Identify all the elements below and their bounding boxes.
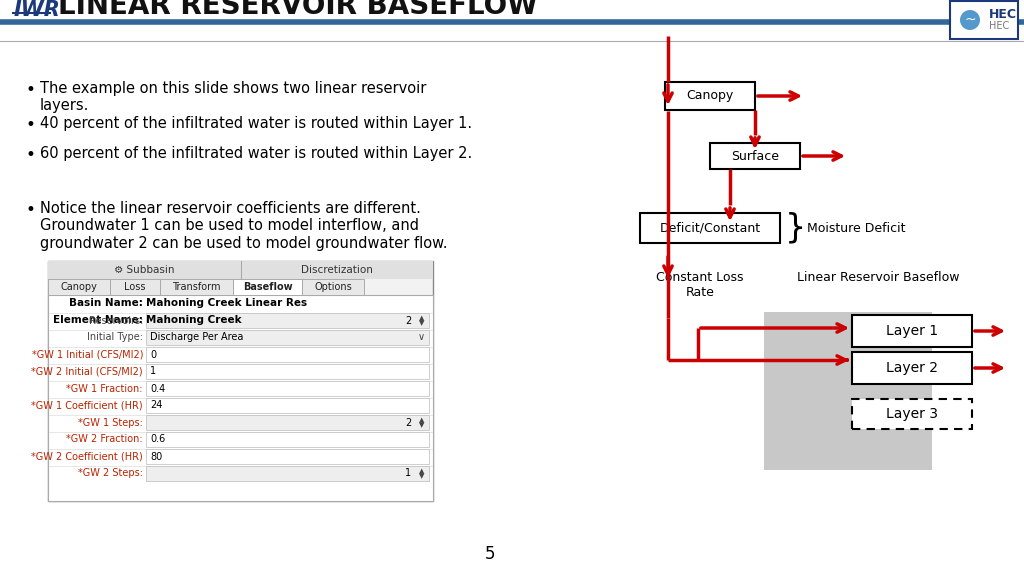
- Text: ∨: ∨: [418, 332, 425, 343]
- Text: ~: ~: [965, 13, 976, 27]
- Text: Baseflow: Baseflow: [243, 282, 292, 292]
- Text: }: }: [785, 211, 806, 244]
- Bar: [640, 213, 780, 243]
- Text: 2: 2: [404, 316, 411, 325]
- Circle shape: [961, 10, 980, 30]
- Text: ▲: ▲: [419, 417, 425, 423]
- Text: ▼: ▼: [419, 320, 425, 326]
- Bar: [146, 381, 429, 396]
- Text: Reservoirs:: Reservoirs:: [89, 316, 143, 325]
- Text: *GW 2 Initial (CFS/MI2): *GW 2 Initial (CFS/MI2): [32, 366, 143, 377]
- Text: 0: 0: [150, 350, 156, 359]
- Text: 5: 5: [484, 545, 496, 563]
- Text: Mahoning Creek: Mahoning Creek: [146, 315, 242, 325]
- Text: Linear Reservoir Baseflow: Linear Reservoir Baseflow: [797, 271, 959, 284]
- Text: •: •: [25, 146, 35, 164]
- Text: •: •: [25, 116, 35, 134]
- Text: 1: 1: [150, 366, 156, 377]
- Bar: [48, 279, 110, 295]
- Bar: [146, 347, 429, 362]
- Bar: [232, 279, 302, 295]
- Text: 1: 1: [404, 468, 411, 479]
- Text: 0.4: 0.4: [150, 384, 165, 393]
- Bar: [302, 279, 364, 295]
- Text: Element Name:: Element Name:: [53, 315, 143, 325]
- Text: Layer 1: Layer 1: [886, 324, 938, 338]
- Text: Canopy: Canopy: [686, 89, 733, 103]
- Text: 2: 2: [404, 418, 411, 427]
- Text: *GW 2 Coefficient (HR): *GW 2 Coefficient (HR): [32, 452, 143, 461]
- Bar: [160, 279, 232, 295]
- Text: ▲: ▲: [419, 315, 425, 321]
- Bar: [764, 312, 932, 470]
- Bar: [110, 279, 160, 295]
- Bar: [852, 352, 972, 384]
- Text: Canopy: Canopy: [60, 282, 97, 292]
- Text: Mahoning Creek Linear Res: Mahoning Creek Linear Res: [146, 298, 307, 308]
- Bar: [146, 398, 429, 413]
- Text: Transform: Transform: [172, 282, 220, 292]
- Text: ▼: ▼: [419, 473, 425, 479]
- Text: •: •: [25, 201, 35, 219]
- Bar: [710, 143, 800, 169]
- Text: Loss: Loss: [124, 282, 145, 292]
- Text: ▲: ▲: [419, 468, 425, 474]
- Bar: [950, 1, 1018, 39]
- Bar: [48, 261, 433, 501]
- Bar: [146, 449, 429, 464]
- Bar: [852, 399, 972, 429]
- Text: HEC: HEC: [989, 9, 1017, 21]
- Bar: [146, 313, 429, 328]
- Bar: [665, 82, 755, 110]
- Text: 0.6: 0.6: [150, 434, 165, 445]
- Text: Notice the linear reservoir coefficients are different.
Groundwater 1 can be use: Notice the linear reservoir coefficients…: [40, 201, 447, 251]
- Text: 24: 24: [150, 400, 163, 411]
- Text: Layer 3: Layer 3: [886, 407, 938, 421]
- Bar: [146, 432, 429, 447]
- Text: Options: Options: [314, 282, 352, 292]
- Bar: [146, 364, 429, 379]
- Text: *GW 2 Steps:: *GW 2 Steps:: [78, 468, 143, 479]
- Text: *GW 2 Fraction:: *GW 2 Fraction:: [67, 434, 143, 445]
- Text: *GW 1 Fraction:: *GW 1 Fraction:: [67, 384, 143, 393]
- Text: LINEAR RESERVOIR BASEFLOW: LINEAR RESERVOIR BASEFLOW: [58, 0, 538, 20]
- Text: Constant Loss
Rate: Constant Loss Rate: [656, 271, 743, 299]
- Text: Discretization: Discretization: [301, 265, 373, 275]
- Text: *GW 1 Steps:: *GW 1 Steps:: [78, 418, 143, 427]
- Text: 80: 80: [150, 452, 162, 461]
- Text: •: •: [25, 81, 35, 99]
- Text: 60 percent of the infiltrated water is routed within Layer 2.: 60 percent of the infiltrated water is r…: [40, 146, 472, 161]
- Text: IWR: IWR: [14, 0, 60, 20]
- Text: Surface: Surface: [731, 150, 779, 162]
- Bar: [146, 330, 429, 345]
- Text: Basin Name:: Basin Name:: [70, 298, 143, 308]
- Bar: [146, 415, 429, 430]
- Text: HEC: HEC: [989, 21, 1010, 31]
- Text: ▼: ▼: [419, 422, 425, 428]
- Bar: [48, 295, 433, 501]
- Text: The example on this slide shows two linear reservoir
layers.: The example on this slide shows two line…: [40, 81, 426, 113]
- Bar: [146, 466, 429, 481]
- Bar: [48, 261, 433, 279]
- Text: ⚙ Subbasin: ⚙ Subbasin: [114, 265, 174, 275]
- Text: *GW 1 Coefficient (HR): *GW 1 Coefficient (HR): [32, 400, 143, 411]
- Text: Moisture Deficit: Moisture Deficit: [807, 222, 905, 234]
- Text: *GW 1 Initial (CFS/MI2): *GW 1 Initial (CFS/MI2): [32, 350, 143, 359]
- Text: Layer 2: Layer 2: [886, 361, 938, 375]
- Text: Deficit/Constant: Deficit/Constant: [659, 222, 761, 234]
- Text: Discharge Per Area: Discharge Per Area: [150, 332, 244, 343]
- Text: Initial Type:: Initial Type:: [87, 332, 143, 343]
- Text: 40 percent of the infiltrated water is routed within Layer 1.: 40 percent of the infiltrated water is r…: [40, 116, 472, 131]
- Bar: [852, 315, 972, 347]
